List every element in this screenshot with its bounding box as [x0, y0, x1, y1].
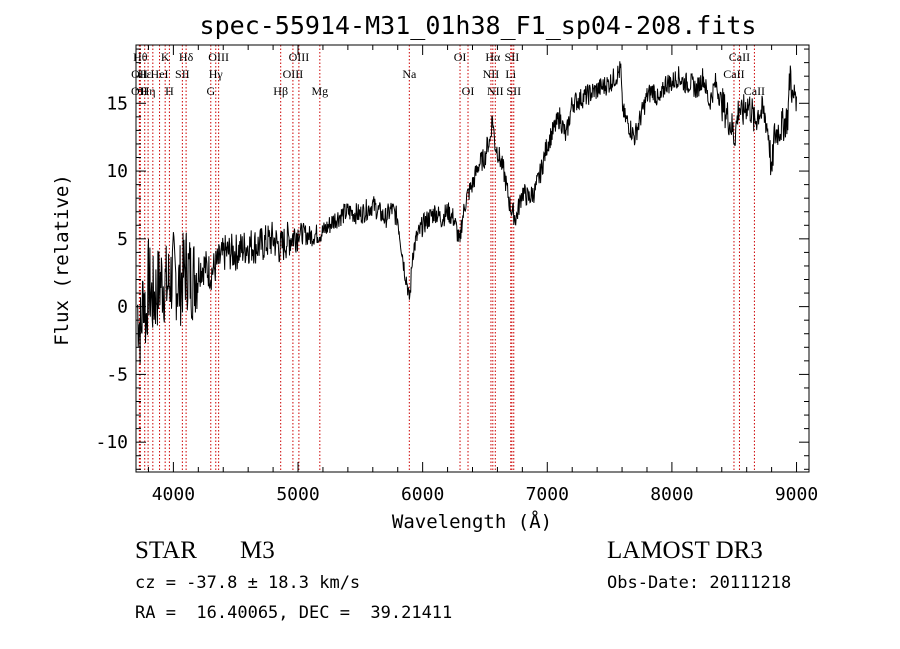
line-label: G	[206, 84, 215, 98]
y-tick-label: 10	[106, 161, 128, 182]
y-tick-label: 0	[117, 297, 128, 318]
line-label: Hθ	[133, 50, 148, 64]
line-label: OIII	[289, 50, 310, 64]
spectrum-series	[136, 61, 797, 364]
line-label: CaII	[729, 50, 750, 64]
line-label: NII	[483, 67, 500, 81]
redshift-info: cz = -37.8 ± 18.3 km/s	[135, 573, 361, 593]
line-label: CaII	[744, 84, 765, 98]
line-label: Hη	[141, 84, 156, 98]
y-tick-label: -5	[106, 364, 128, 385]
line-label: OII	[131, 67, 148, 81]
line-label: Na	[402, 67, 417, 81]
object-subclass: M3	[240, 537, 275, 564]
x-tick-label: 5000	[276, 484, 319, 505]
line-label: Hε	[138, 67, 152, 81]
line-label: HeI	[151, 67, 169, 81]
line-label: K	[161, 50, 170, 64]
x-axis-label: Wavelength (Å)	[392, 510, 552, 533]
x-tick-label: 8000	[650, 484, 693, 505]
coordinates: RA = 16.40065, DEC = 39.21411	[135, 603, 453, 623]
line-label: SII	[506, 84, 521, 98]
line-label: SII	[175, 67, 190, 81]
x-axis: 4000 5000 6000 7000 8000 9000	[147, 45, 818, 505]
line-label: Li	[505, 67, 516, 81]
line-label: OI	[454, 50, 467, 64]
line-label: CaII	[723, 67, 744, 81]
y-tick-label: -10	[95, 432, 128, 453]
line-label: SII	[505, 50, 520, 64]
line-labels: HθOIIOIIHεHηHeIKHSIIHδGHγOIIIHβOIIIOIIIM…	[131, 50, 765, 98]
chart-title: spec-55914-M31_01h38_F1_sp04-208.fits	[200, 11, 757, 40]
y-tick-label: 5	[117, 229, 128, 250]
line-markers	[138, 45, 755, 472]
line-label: OIII	[283, 67, 304, 81]
y-tick-label: 15	[106, 93, 128, 114]
x-tick-label: 9000	[775, 484, 818, 505]
x-tick-label: 6000	[401, 484, 444, 505]
line-label: OII	[131, 84, 148, 98]
y-axis-label: Flux (relative)	[51, 174, 73, 346]
line-label: Hγ	[209, 67, 224, 81]
line-label: Hβ	[273, 84, 288, 98]
line-label: Mg	[311, 84, 328, 98]
x-tick-label: 4000	[152, 484, 195, 505]
survey-name: LAMOST DR3	[607, 537, 763, 564]
obs-date: Obs-Date: 20111218	[607, 573, 792, 593]
y-axis: -10 -5 0 5 10 15	[95, 48, 809, 470]
line-label: Hα	[485, 50, 501, 64]
x-tick-label: 7000	[526, 484, 569, 505]
line-label: OIII	[208, 50, 229, 64]
line-label: H	[165, 84, 174, 98]
object-class: STAR	[135, 537, 197, 564]
line-label: OI	[462, 84, 475, 98]
line-label: NII	[487, 84, 504, 98]
line-label: Hδ	[179, 50, 194, 64]
